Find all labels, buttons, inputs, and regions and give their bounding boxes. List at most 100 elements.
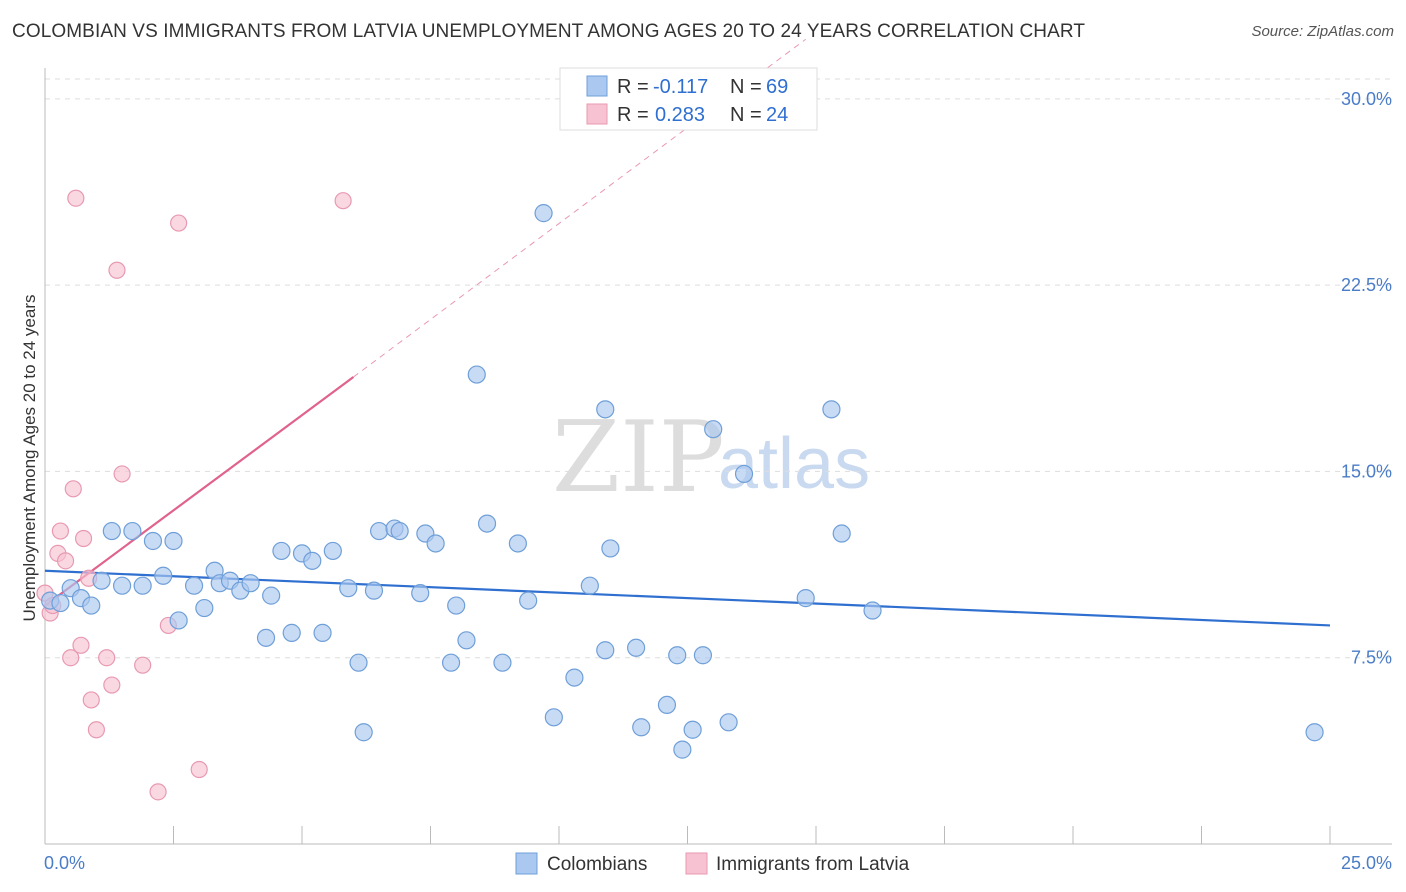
colombian-point-4 bbox=[82, 596, 101, 615]
latvia-point-18 bbox=[134, 656, 152, 674]
y-tick-label-1: 15.0% bbox=[1341, 461, 1392, 481]
colombian-point-30 bbox=[349, 653, 368, 672]
colombian-point-22 bbox=[262, 586, 281, 605]
colombian-point-32 bbox=[364, 581, 384, 600]
colombian-point-9 bbox=[133, 576, 152, 595]
latvia-point-8 bbox=[67, 189, 85, 207]
colombian-point-54 bbox=[626, 638, 646, 657]
colombian-point-24 bbox=[282, 623, 301, 642]
colombian-point-61 bbox=[704, 420, 723, 439]
trendlines bbox=[44, 38, 1331, 627]
x-tick-label-min: 0.0% bbox=[44, 853, 85, 873]
legend-n-label-1: N = bbox=[730, 76, 762, 98]
colombian-point-36 bbox=[411, 584, 430, 603]
trendline-colombians bbox=[44, 569, 1331, 627]
legend-n-value-1: 69 bbox=[766, 76, 788, 98]
colombian-point-48 bbox=[544, 708, 563, 727]
latvia-point-10 bbox=[74, 529, 93, 548]
colombian-point-53 bbox=[601, 539, 620, 558]
colombian-point-6 bbox=[102, 521, 121, 541]
stats-legend: R = -0.117 N = 69 R = 0.283 N = 24 bbox=[559, 67, 818, 131]
colombian-point-31 bbox=[354, 723, 373, 742]
colombian-point-67 bbox=[863, 601, 882, 620]
colombian-point-41 bbox=[457, 631, 476, 650]
bottom-legend-colombians: Colombians bbox=[547, 854, 647, 875]
x-tick-label-max: 25.0% bbox=[1341, 853, 1392, 873]
bottom-legend-swatch-latvia bbox=[685, 852, 708, 875]
colombian-point-45 bbox=[508, 534, 527, 553]
colombian-point-29 bbox=[339, 579, 358, 598]
colombian-point-66 bbox=[832, 524, 851, 543]
colombian-point-43 bbox=[477, 514, 497, 533]
latvia-point-15 bbox=[103, 676, 121, 694]
latvia-point-12 bbox=[82, 691, 100, 709]
latvia-point-14 bbox=[98, 649, 116, 667]
legend-n-label-2: N = bbox=[730, 104, 762, 126]
colombian-point-57 bbox=[668, 646, 687, 665]
colombian-point-52 bbox=[596, 400, 615, 419]
colombian-point-28 bbox=[323, 541, 342, 561]
colombian-point-11 bbox=[154, 566, 173, 585]
legend-r-label-1: R = bbox=[617, 76, 649, 98]
colombian-point-14 bbox=[184, 576, 204, 595]
colombian-point-64 bbox=[796, 589, 815, 608]
colombian-points bbox=[41, 204, 1324, 759]
colombian-point-5 bbox=[92, 571, 111, 590]
colombian-point-15 bbox=[195, 598, 214, 618]
bottom-legend-swatch-colombians bbox=[515, 852, 538, 875]
latvia-point-22 bbox=[190, 760, 208, 779]
latvia-point-5 bbox=[56, 552, 75, 570]
latvia-point-17 bbox=[113, 465, 131, 483]
colombian-point-8 bbox=[123, 521, 142, 541]
chart-title: COLOMBIAN VS IMMIGRANTS FROM LATVIA UNEM… bbox=[12, 21, 1086, 42]
latvia-point-21 bbox=[170, 214, 188, 232]
legend-swatch-colombians bbox=[586, 75, 608, 97]
colombian-point-56 bbox=[657, 695, 677, 715]
colombian-point-60 bbox=[693, 646, 713, 665]
legend-r-value-2: 0.283 bbox=[655, 104, 705, 126]
colombian-point-65 bbox=[822, 400, 841, 419]
colombian-point-47 bbox=[534, 204, 553, 223]
legend-r-label-2: R = bbox=[617, 104, 649, 126]
latvia-point-9 bbox=[72, 636, 90, 654]
colombian-point-7 bbox=[112, 576, 132, 595]
source-label: Source: ZipAtlas.com bbox=[1251, 23, 1394, 40]
y-axis-label: Unemployment Among Ages 20 to 24 years bbox=[20, 295, 39, 622]
colombian-point-50 bbox=[580, 576, 599, 595]
colombian-point-40 bbox=[447, 596, 466, 615]
colombian-point-38 bbox=[426, 534, 445, 553]
legend-n-value-2: 24 bbox=[766, 104, 788, 126]
latvia-point-6 bbox=[62, 649, 80, 667]
colombian-point-55 bbox=[632, 718, 651, 737]
colombian-point-1 bbox=[51, 593, 70, 613]
legend-r-value-1: -0.117 bbox=[653, 76, 708, 98]
colombian-point-12 bbox=[164, 531, 183, 551]
legend-swatch-latvia bbox=[586, 103, 608, 125]
colombian-point-10 bbox=[143, 531, 163, 551]
colombian-point-68 bbox=[1305, 723, 1324, 742]
colombian-point-51 bbox=[596, 641, 615, 660]
trendline-latvia bbox=[44, 376, 355, 607]
colombian-point-21 bbox=[256, 628, 276, 647]
colombian-point-39 bbox=[441, 653, 461, 672]
colombian-point-26 bbox=[303, 551, 322, 570]
watermark-zip: ZIP bbox=[552, 401, 725, 515]
colombian-point-33 bbox=[370, 521, 389, 541]
colombian-point-27 bbox=[313, 623, 332, 642]
colombian-point-23 bbox=[272, 541, 291, 561]
colombian-point-35 bbox=[390, 521, 409, 541]
y-tick-label-3: 30.0% bbox=[1341, 89, 1392, 109]
y-tick-label-0: 7.5% bbox=[1351, 648, 1392, 668]
latvia-point-19 bbox=[149, 783, 167, 801]
axes bbox=[44, 68, 1392, 845]
colombian-point-49 bbox=[565, 668, 584, 687]
colombian-point-13 bbox=[169, 611, 188, 630]
colombian-point-42 bbox=[467, 365, 486, 384]
latvia-point-13 bbox=[87, 721, 106, 739]
colombian-point-44 bbox=[493, 653, 512, 672]
bottom-legend-latvia: Immigrants from Latvia bbox=[716, 854, 910, 875]
colombian-point-46 bbox=[519, 591, 538, 610]
colombian-point-58 bbox=[673, 740, 692, 759]
latvia-point-7 bbox=[64, 480, 82, 498]
